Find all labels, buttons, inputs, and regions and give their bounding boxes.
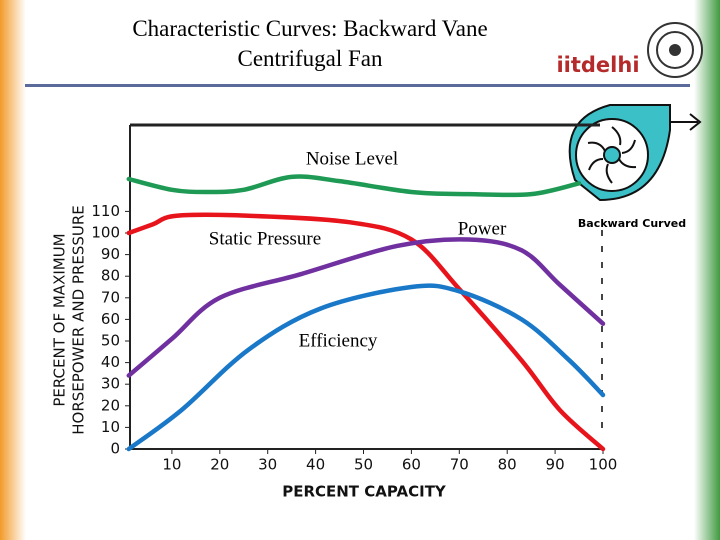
fan-icon (568, 104, 702, 202)
series-label: Static Pressure (209, 228, 321, 249)
y-tick-label: 30 (101, 375, 120, 393)
x-axis-label: PERCENT CAPACITY (282, 483, 447, 501)
logo-emblem (647, 22, 703, 78)
x-tick-label: 10 (162, 456, 181, 474)
logo: iitdelhi (556, 53, 639, 77)
x-tick-label: 60 (402, 456, 421, 474)
x-tick-label: 80 (498, 456, 517, 474)
x-tick-label: 70 (450, 456, 469, 474)
series-label: Noise Level (306, 148, 398, 169)
x-tick-label: 40 (306, 456, 325, 474)
series-line (126, 237, 606, 378)
x-tick-label: 90 (546, 456, 565, 474)
y-tick-label: 40 (101, 353, 120, 371)
x-tick-label: 100 (589, 456, 618, 474)
y-tick-label: 100 (91, 224, 120, 242)
y-tick-label: 10 (101, 418, 120, 436)
series-label: Efficiency (299, 330, 378, 351)
y-tick-label: 90 (101, 245, 120, 263)
y-tick-label: 0 (110, 440, 120, 458)
x-tick-label: 50 (354, 456, 373, 474)
series-line (126, 283, 606, 452)
y-tick-label: 20 (101, 396, 120, 414)
y-tick-label: 110 (91, 202, 120, 220)
y-tick-label: 50 (101, 332, 120, 350)
y-tick-label: 70 (101, 288, 120, 306)
series-label: Power (458, 218, 507, 239)
y-tick-label: 60 (101, 310, 120, 328)
y-axis-label: PERCENT OF MAXIMUM (51, 233, 69, 406)
series-line (126, 212, 606, 452)
series-line (126, 174, 582, 198)
title: Characteristic Curves: Backward Vane Cen… (132, 16, 488, 71)
fan-label: Backward Curved (578, 217, 686, 230)
y-axis-label: HORSEPOWER AND PRESSURE (70, 205, 88, 435)
y-tick-label: 80 (101, 267, 120, 285)
header: Characteristic Curves: Backward Vane Cen… (25, 0, 690, 87)
x-tick-label: 20 (210, 456, 229, 474)
x-tick-label: 30 (258, 456, 277, 474)
axis-frame (129, 123, 603, 450)
